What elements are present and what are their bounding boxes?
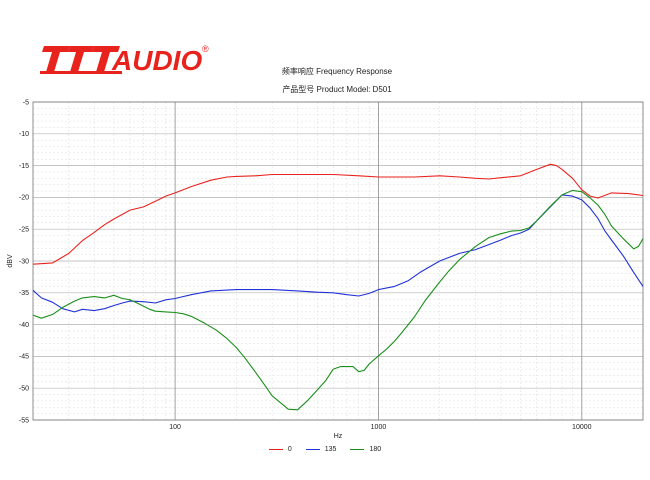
legend-swatch	[350, 449, 365, 450]
legend-label: 0	[287, 446, 292, 453]
y-tick-label: -50	[19, 386, 29, 393]
legend-swatch	[268, 449, 283, 450]
y-tick-label: -15	[19, 163, 29, 170]
chart-title: 频率响应 Frequency Response	[281, 67, 393, 76]
y-axis-label: dBV	[7, 254, 14, 268]
legend-item-0: 0	[268, 446, 292, 453]
y-tick-label: -25	[19, 227, 29, 234]
y-tick-label: -35	[19, 290, 29, 297]
y-tick-label: -20	[19, 195, 29, 202]
series-line-0	[32, 163, 644, 265]
y-tick-label: -5	[23, 99, 29, 106]
logo-registered-mark: ®	[202, 44, 209, 54]
legend-label: 180	[369, 446, 382, 453]
y-tick-label: -55	[19, 417, 29, 424]
chart-legend: 0 135 180	[0, 446, 650, 453]
y-tick-label: -40	[19, 322, 29, 329]
y-tick-label: -10	[19, 131, 29, 138]
x-axis-label: Hz	[334, 433, 343, 440]
chart-subtitle: 产品型号 Product Model: D501	[282, 85, 392, 94]
plot-area-border	[32, 101, 644, 421]
x-tick-label: 100	[169, 424, 181, 431]
legend-label: 135	[324, 446, 337, 453]
series-line-180	[32, 189, 644, 411]
x-tick-label: 1000	[371, 424, 387, 431]
x-tick-label: 10000	[572, 424, 592, 431]
logo-wordmark: AUDIO	[111, 45, 202, 76]
series-line-135	[32, 194, 644, 313]
audio-brand-logo: AUDIO ®	[40, 44, 209, 76]
y-tick-label: -30	[19, 258, 29, 265]
legend-item-135: 135	[305, 446, 337, 453]
chart-series	[32, 163, 644, 411]
legend-item-180: 180	[350, 446, 381, 453]
chart-axes: -5 -10 -15 -20 -25 -30 -35 -40 -45 -50 -55 100 1000 1…	[19, 99, 644, 431]
logo-graphic-mark	[40, 46, 122, 74]
y-tick-label: -45	[19, 354, 29, 361]
legend-swatch	[305, 449, 320, 450]
chart-grid	[32, 101, 644, 421]
